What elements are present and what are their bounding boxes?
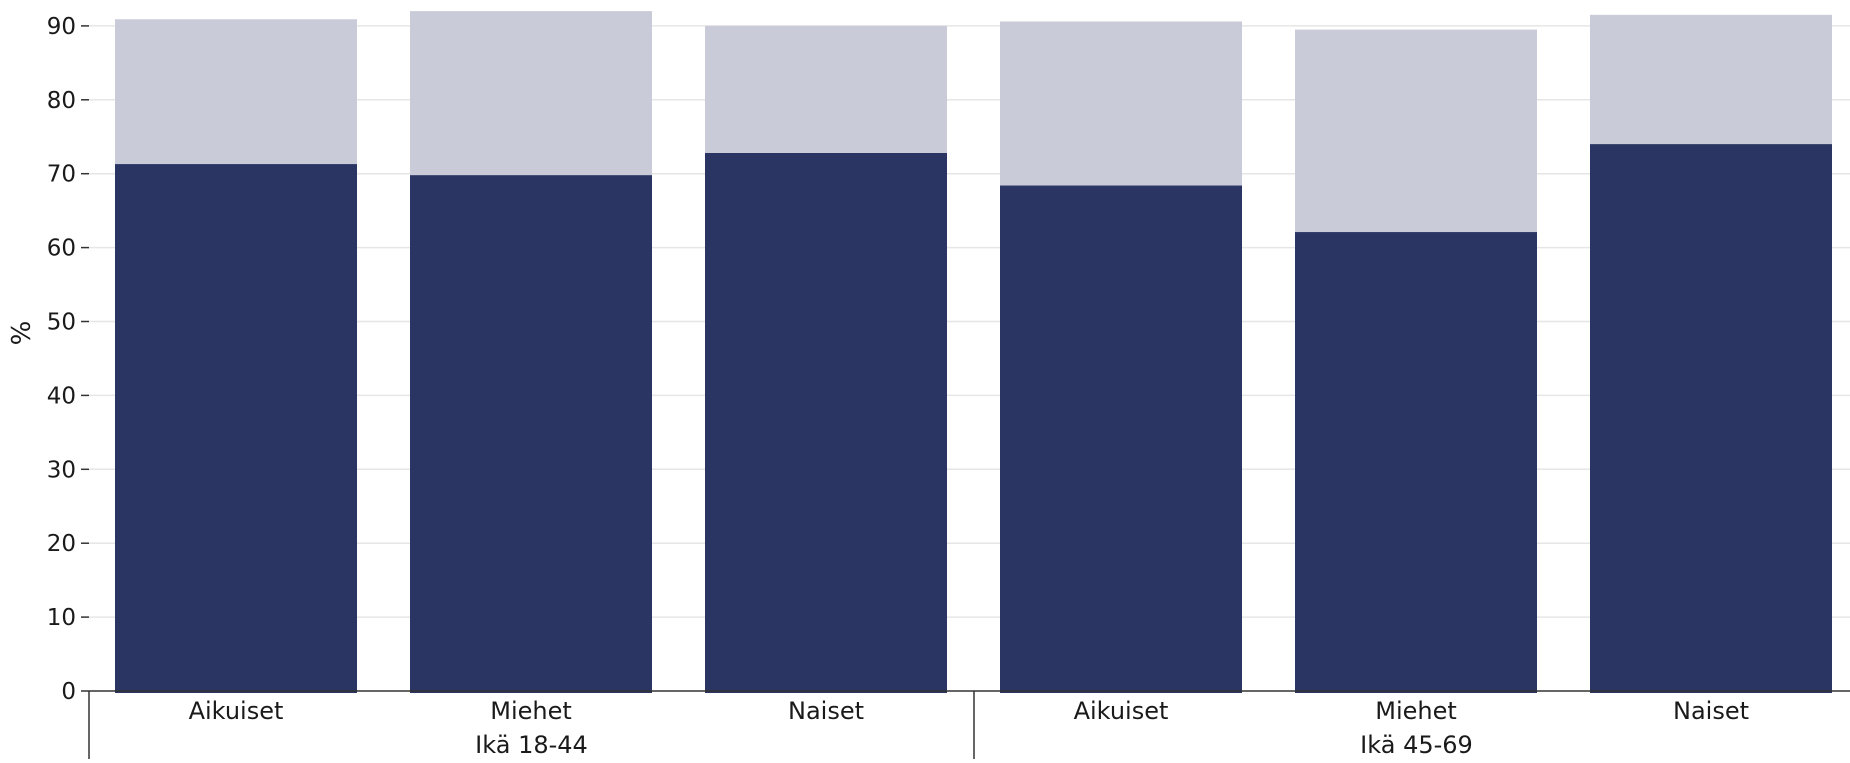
x-group-label: Ikä 45-69: [1360, 731, 1473, 759]
bar-front: [410, 175, 652, 694]
y-tick-label: 10: [47, 605, 76, 631]
labels: 0 10 20 30 40 50 60 70 80 90 Aikuiset Miehet Naiset I…: [47, 14, 1749, 759]
x-category-label: Miehet: [490, 697, 572, 725]
y-tick-label: 90: [47, 14, 76, 40]
x-category-label: Aikuiset: [189, 697, 284, 725]
bar-front: [1590, 144, 1832, 693]
x-category-label: Aikuiset: [1074, 697, 1169, 725]
bar-front: [1000, 185, 1242, 694]
y-tick-label: 40: [47, 383, 76, 409]
bar-front: [115, 164, 357, 693]
y-axis-title: %: [7, 321, 37, 346]
axes: [81, 25, 1850, 759]
y-tick-label: 80: [47, 88, 76, 114]
bars: [115, 11, 1832, 694]
x-group-label: Ikä 18-44: [475, 731, 588, 759]
y-tick-label: 0: [61, 679, 76, 705]
y-tick-label: 70: [47, 162, 76, 188]
bar-front: [705, 153, 947, 693]
x-category-label: Naiset: [788, 697, 864, 725]
gridlines: [89, 25, 1850, 618]
y-tick-label: 20: [47, 531, 76, 557]
x-category-label: Miehet: [1375, 697, 1457, 725]
bar-front: [1295, 232, 1537, 693]
y-tick-label: 60: [47, 236, 76, 262]
x-category-label: Naiset: [1673, 697, 1749, 725]
y-tick-label: 50: [47, 310, 76, 336]
y-tick-label: 30: [47, 457, 76, 483]
